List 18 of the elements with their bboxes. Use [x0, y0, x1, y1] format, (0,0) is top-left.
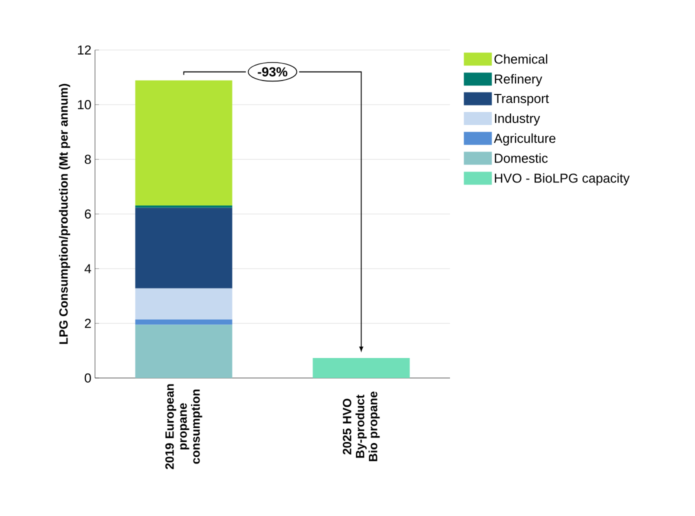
legend-label: Domestic	[494, 153, 548, 163]
annotation: -93%	[258, 67, 288, 76]
y-tick-label: 0	[84, 373, 91, 383]
y-tick-label: 4	[84, 264, 92, 274]
y-tick-label: 6	[84, 209, 91, 219]
y-tick-label: 10	[78, 100, 91, 110]
legend-label: Refinery	[494, 74, 542, 86]
y-tick-label: 12	[78, 45, 91, 55]
y-axis-title: LPG Consumption/production (Mt per annum)	[58, 84, 70, 344]
x-tick-label: 2019 European propane consumption	[165, 384, 202, 470]
legend-label: Industry	[495, 113, 540, 126]
x-tick-label: 2025 HVO By-product Bio propane	[342, 392, 380, 462]
legend-label: Chemical	[494, 54, 548, 64]
legend-label: Agriculture	[494, 133, 556, 146]
legend-label: HVO - BioLPG capacity	[494, 173, 630, 186]
y-tick-label: 2	[84, 318, 91, 328]
legend-label: Transport	[494, 94, 549, 106]
y-tick-label: 8	[84, 154, 91, 164]
